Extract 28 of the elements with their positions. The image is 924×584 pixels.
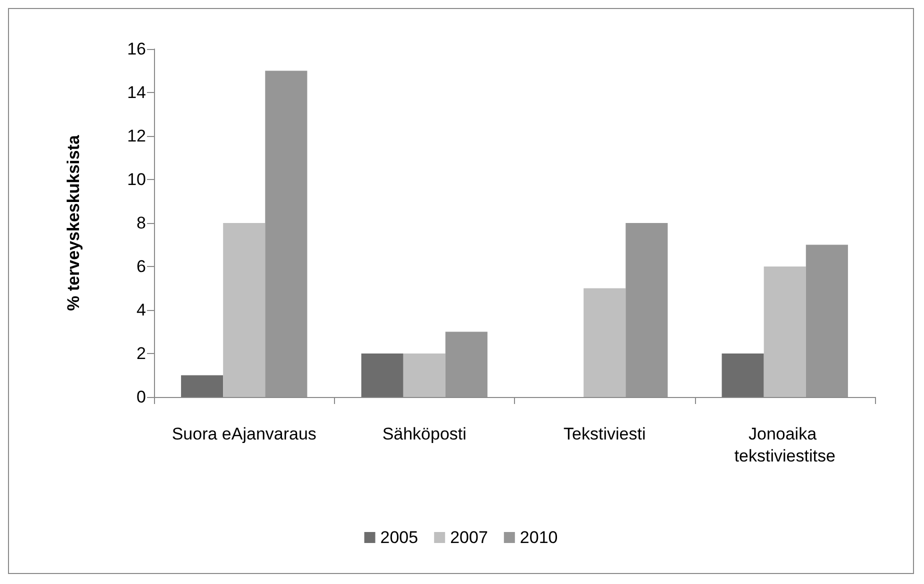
x-tick-label: Tekstiviesti [564, 424, 646, 444]
legend-label: 2005 [380, 528, 418, 547]
bar [445, 332, 488, 397]
y-tick-label: 12 [127, 126, 146, 146]
bar [626, 223, 668, 397]
x-tick-label: Suora eAjanvaraus [172, 424, 316, 444]
bar [722, 354, 764, 397]
legend-label: 2007 [450, 528, 488, 547]
x-tick-label: Sähköposti [382, 424, 466, 444]
y-tick-label: 6 [136, 257, 146, 276]
y-tick-label: 0 [136, 388, 146, 406]
y-tick-label: 14 [127, 83, 146, 102]
bar [361, 354, 404, 397]
bar [265, 70, 308, 397]
legend-label: 2010 [520, 528, 558, 547]
y-tick-label: 10 [127, 170, 146, 189]
y-tick-label: 2 [136, 344, 146, 363]
x-tick-label: Jonoaika tekstiviestitse [734, 424, 836, 466]
y-axis-title: % terveyskeskuksista [64, 134, 83, 311]
bar [764, 266, 806, 397]
bar [584, 288, 626, 397]
bar [181, 375, 224, 397]
y-tick-label: 4 [136, 300, 146, 320]
y-tick-label: 16 [127, 40, 146, 58]
bar [403, 354, 446, 397]
y-tick-label: 8 [136, 214, 146, 232]
bar [806, 244, 848, 397]
bar [223, 223, 266, 397]
